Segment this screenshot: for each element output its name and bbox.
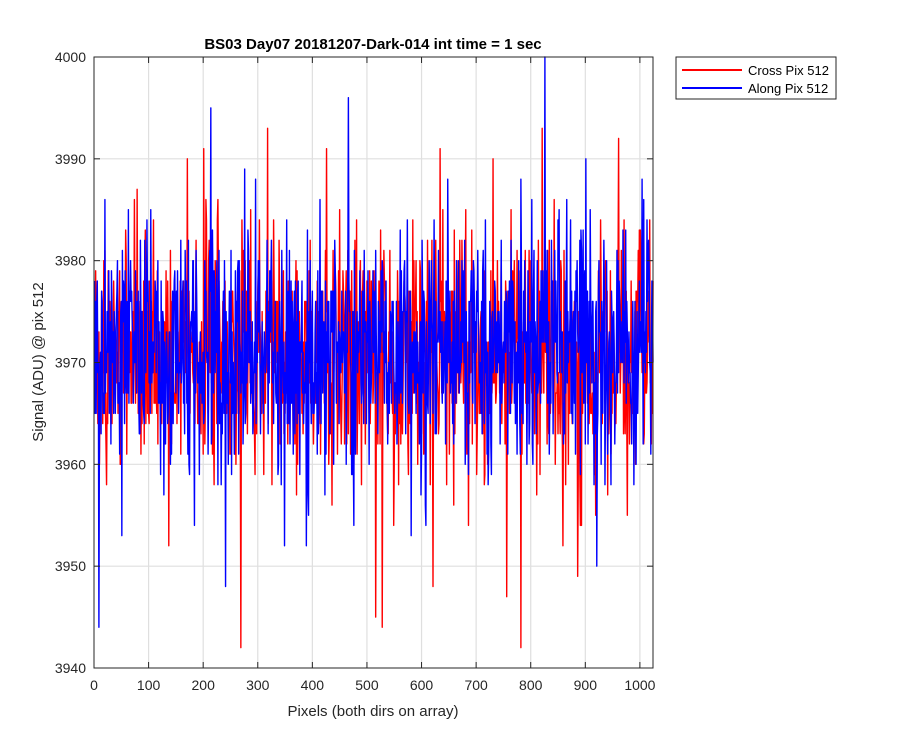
legend-box: [675, 56, 837, 100]
legend: Cross Pix 512 Along Pix 512: [675, 56, 837, 100]
legend-label-cross-pix: Cross Pix 512: [748, 63, 829, 78]
y-tick-label: 3960: [55, 456, 86, 472]
y-tick-label: 3980: [55, 253, 86, 269]
axis-ticks: 0 100 200 300 400 500 600 700 800 900 1000 3940 3950…: [55, 49, 656, 693]
x-tick-label: 200: [192, 677, 216, 693]
x-tick-label: 900: [574, 677, 598, 693]
x-tick-label: 600: [410, 677, 434, 693]
y-axis-label: Signal (ADU) @ pix 512: [30, 282, 47, 441]
y-tick-label: 3950: [55, 558, 86, 574]
series-line-along-pix-512: [93, 56, 654, 628]
series-layer: [93, 56, 654, 649]
x-tick-label: 700: [464, 677, 488, 693]
x-axis-label: Pixels (both dirs on array): [288, 703, 459, 720]
x-tick-label: 0: [90, 677, 98, 693]
x-tick-label: 300: [246, 677, 270, 693]
x-tick-label: 800: [519, 677, 543, 693]
x-tick-label: 100: [137, 677, 161, 693]
x-tick-label: 400: [301, 677, 325, 693]
y-tick-label: 4000: [55, 49, 86, 65]
x-tick-label: 500: [355, 677, 379, 693]
x-tick-label: 1000: [624, 677, 655, 693]
y-tick-label: 3990: [55, 151, 86, 167]
legend-label-along-pix: Along Pix 512: [748, 81, 828, 96]
y-tick-label: 3970: [55, 355, 86, 371]
chart-title: BS03 Day07 20181207-Dark-014 int time = …: [204, 36, 541, 53]
y-tick-label: 3940: [55, 660, 86, 676]
